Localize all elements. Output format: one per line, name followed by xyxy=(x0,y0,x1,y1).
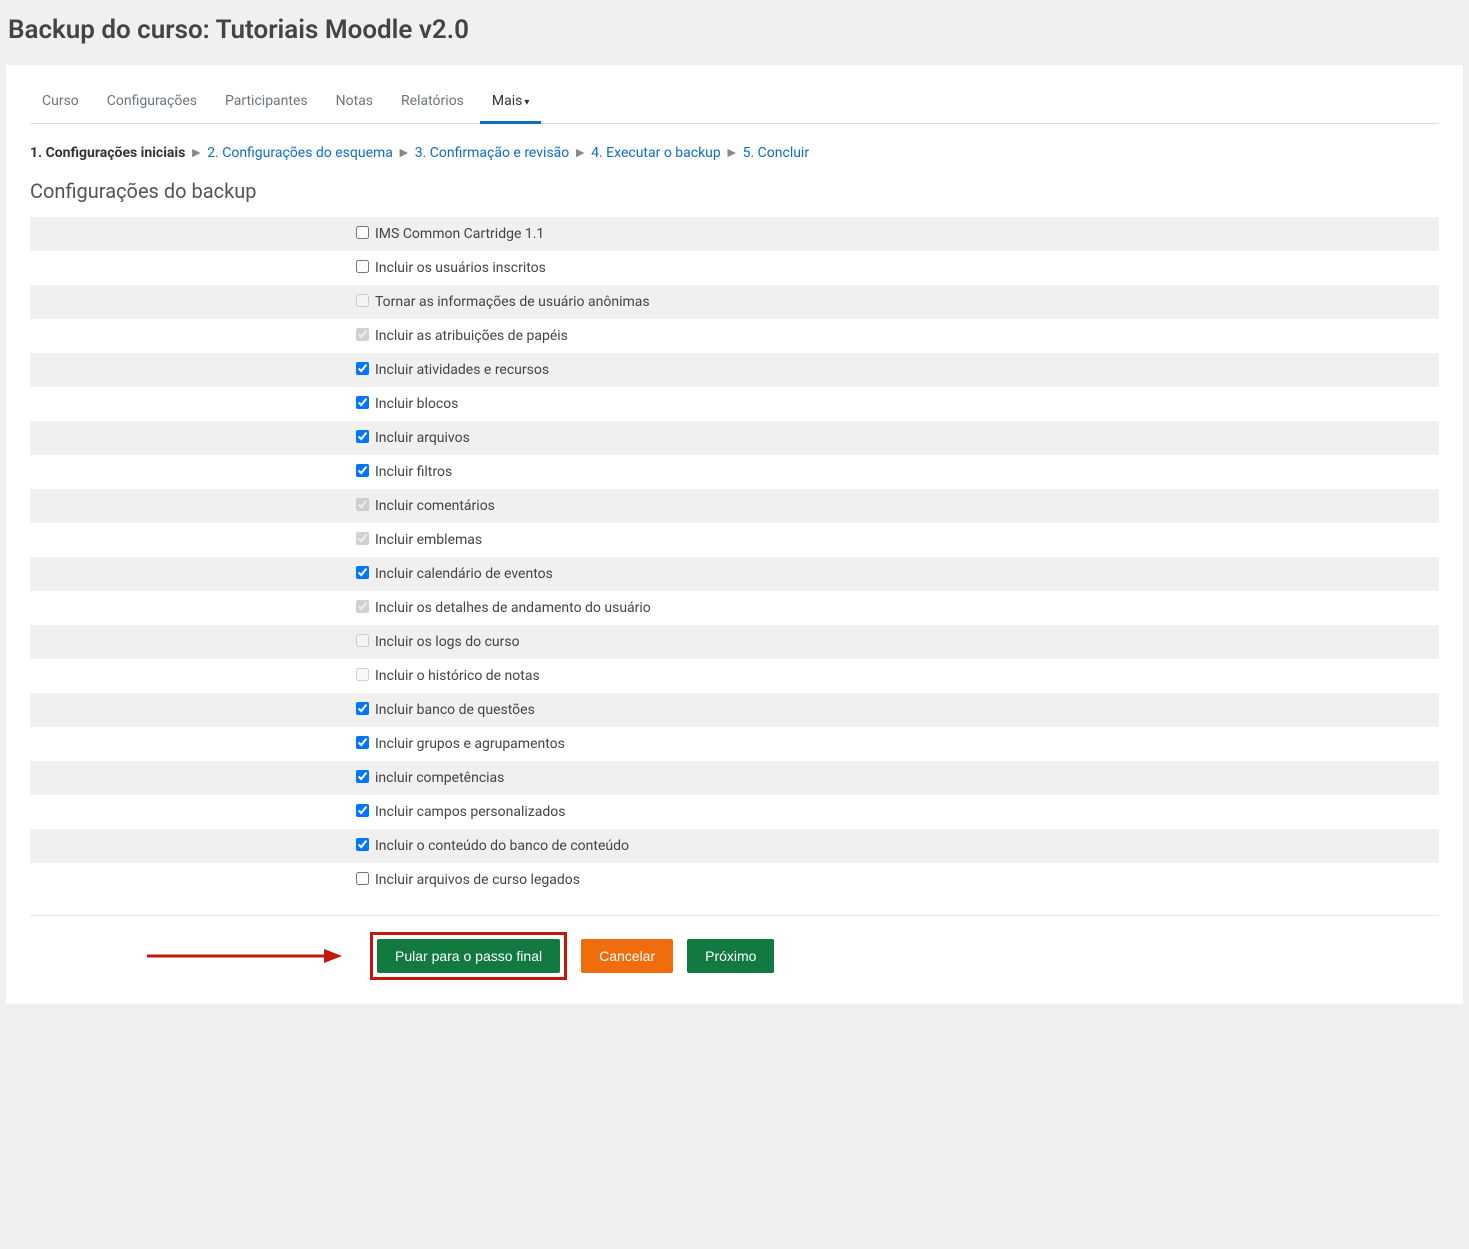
wizard-step-5[interactable]: 5. Concluir xyxy=(743,145,809,161)
option-row: Incluir blocos xyxy=(30,387,1439,421)
option-label: Incluir grupos e agrupamentos xyxy=(375,736,565,752)
option-label: IMS Common Cartridge 1.1 xyxy=(375,226,544,242)
tab-4[interactable]: Relatórios xyxy=(389,83,476,123)
option-row: Incluir os logs do curso xyxy=(30,625,1439,659)
option-label: Incluir as atribuições de papéis xyxy=(375,328,568,344)
option-row: Incluir campos personalizados xyxy=(30,795,1439,829)
option-row: Incluir os usuários inscritos xyxy=(30,251,1439,285)
option-checkbox-13 xyxy=(356,668,369,681)
option-label: Tornar as informações de usuário anônima… xyxy=(375,294,650,310)
highlight-box: Pular para o passo final xyxy=(370,932,567,980)
tab-5[interactable]: Mais▾ xyxy=(480,83,542,124)
option-row: incluir competências xyxy=(30,761,1439,795)
option-row: Tornar as informações de usuário anônima… xyxy=(30,285,1439,319)
option-checkbox-8 xyxy=(356,498,369,511)
option-label: Incluir o histórico de notas xyxy=(375,668,540,684)
option-checkbox-4[interactable] xyxy=(356,362,369,375)
option-row: Incluir emblemas xyxy=(30,523,1439,557)
option-checkbox-12 xyxy=(356,634,369,647)
option-row: Incluir as atribuições de papéis xyxy=(30,319,1439,353)
section-heading: Configurações do backup xyxy=(30,179,1439,203)
option-label: Incluir os usuários inscritos xyxy=(375,260,546,276)
tab-label: Relatórios xyxy=(401,93,464,109)
tab-label: Notas xyxy=(336,93,373,109)
option-label: Incluir campos personalizados xyxy=(375,804,565,820)
wizard-step-1: 1. Configurações iniciais xyxy=(30,145,185,161)
skip-to-final-button[interactable]: Pular para o passo final xyxy=(377,939,560,973)
option-checkbox-16[interactable] xyxy=(356,770,369,783)
content-card: Curso Configurações Participantes Notas Rela… xyxy=(6,65,1463,1004)
chevron-down-icon: ▾ xyxy=(524,97,529,108)
option-checkbox-11 xyxy=(356,600,369,613)
option-checkbox-7[interactable] xyxy=(356,464,369,477)
page-header: Backup do curso: Tutoriais Moodle v2.0 xyxy=(0,0,1469,65)
option-checkbox-5[interactable] xyxy=(356,396,369,409)
option-row: Incluir o conteúdo do banco de conteúdo xyxy=(30,829,1439,863)
arrow-icon xyxy=(142,946,342,966)
tab-0[interactable]: Curso xyxy=(30,83,91,123)
backup-options-list: IMS Common Cartridge 1.1 Incluir os usuár… xyxy=(30,217,1439,897)
option-row: Incluir calendário de eventos xyxy=(30,557,1439,591)
annotation-arrow xyxy=(30,946,356,966)
tab-nav: Curso Configurações Participantes Notas Rela… xyxy=(30,65,1439,124)
step-separator-icon: ► xyxy=(397,145,411,161)
option-checkbox-2 xyxy=(356,294,369,307)
option-label: Incluir comentários xyxy=(375,498,495,514)
tab-label: Participantes xyxy=(225,93,308,109)
option-label: Incluir emblemas xyxy=(375,532,482,548)
tab-label: Curso xyxy=(42,93,79,109)
page-title: Backup do curso: Tutoriais Moodle v2.0 xyxy=(8,15,1461,45)
option-checkbox-15[interactable] xyxy=(356,736,369,749)
tab-label: Configurações xyxy=(107,93,197,109)
option-row: Incluir comentários xyxy=(30,489,1439,523)
option-checkbox-1[interactable] xyxy=(356,260,369,273)
option-label: incluir competências xyxy=(375,770,504,786)
option-checkbox-6[interactable] xyxy=(356,430,369,443)
option-checkbox-14[interactable] xyxy=(356,702,369,715)
option-label: Incluir arquivos xyxy=(375,430,470,446)
wizard-step-2[interactable]: 2. Configurações do esquema xyxy=(207,145,393,161)
option-checkbox-17[interactable] xyxy=(356,804,369,817)
option-label: Incluir o conteúdo do banco de conteúdo xyxy=(375,838,629,854)
divider xyxy=(30,915,1439,916)
next-button[interactable]: Próximo xyxy=(687,939,774,973)
buttons-row: Pular para o passo final Cancelar Próxim… xyxy=(30,932,1439,980)
option-label: Incluir arquivos de curso legados xyxy=(375,872,580,888)
option-row: Incluir banco de questões xyxy=(30,693,1439,727)
option-label: Incluir os detalhes de andamento do usuá… xyxy=(375,600,651,616)
option-label: Incluir atividades e recursos xyxy=(375,362,549,378)
option-row: Incluir os detalhes de andamento do usuá… xyxy=(30,591,1439,625)
option-row: Incluir filtros xyxy=(30,455,1439,489)
option-row: Incluir o histórico de notas xyxy=(30,659,1439,693)
option-checkbox-18[interactable] xyxy=(356,838,369,851)
tab-3[interactable]: Notas xyxy=(324,83,385,123)
option-row: Incluir atividades e recursos xyxy=(30,353,1439,387)
option-label: Incluir calendário de eventos xyxy=(375,566,553,582)
step-separator-icon: ► xyxy=(573,145,587,161)
option-row: IMS Common Cartridge 1.1 xyxy=(30,217,1439,251)
wizard-steps: 1. Configurações iniciais►2. Configuraçõ… xyxy=(30,144,1439,161)
wizard-step-3[interactable]: 3. Confirmação e revisão xyxy=(415,145,570,161)
tab-1[interactable]: Configurações xyxy=(95,83,209,123)
option-row: Incluir arquivos de curso legados xyxy=(30,863,1439,897)
option-checkbox-0[interactable] xyxy=(356,226,369,239)
option-checkbox-9 xyxy=(356,532,369,545)
cancel-button[interactable]: Cancelar xyxy=(581,939,673,973)
option-label: Incluir filtros xyxy=(375,464,452,480)
option-checkbox-10[interactable] xyxy=(356,566,369,579)
wizard-step-4[interactable]: 4. Executar o backup xyxy=(591,145,721,161)
option-row: Incluir arquivos xyxy=(30,421,1439,455)
option-label: Incluir blocos xyxy=(375,396,458,412)
tab-label: Mais xyxy=(492,93,522,109)
tab-2[interactable]: Participantes xyxy=(213,83,320,123)
step-separator-icon: ► xyxy=(725,145,739,161)
step-separator-icon: ► xyxy=(189,145,203,161)
option-checkbox-19[interactable] xyxy=(356,872,369,885)
option-label: Incluir os logs do curso xyxy=(375,634,520,650)
option-row: Incluir grupos e agrupamentos xyxy=(30,727,1439,761)
option-label: Incluir banco de questões xyxy=(375,702,535,718)
option-checkbox-3 xyxy=(356,328,369,341)
